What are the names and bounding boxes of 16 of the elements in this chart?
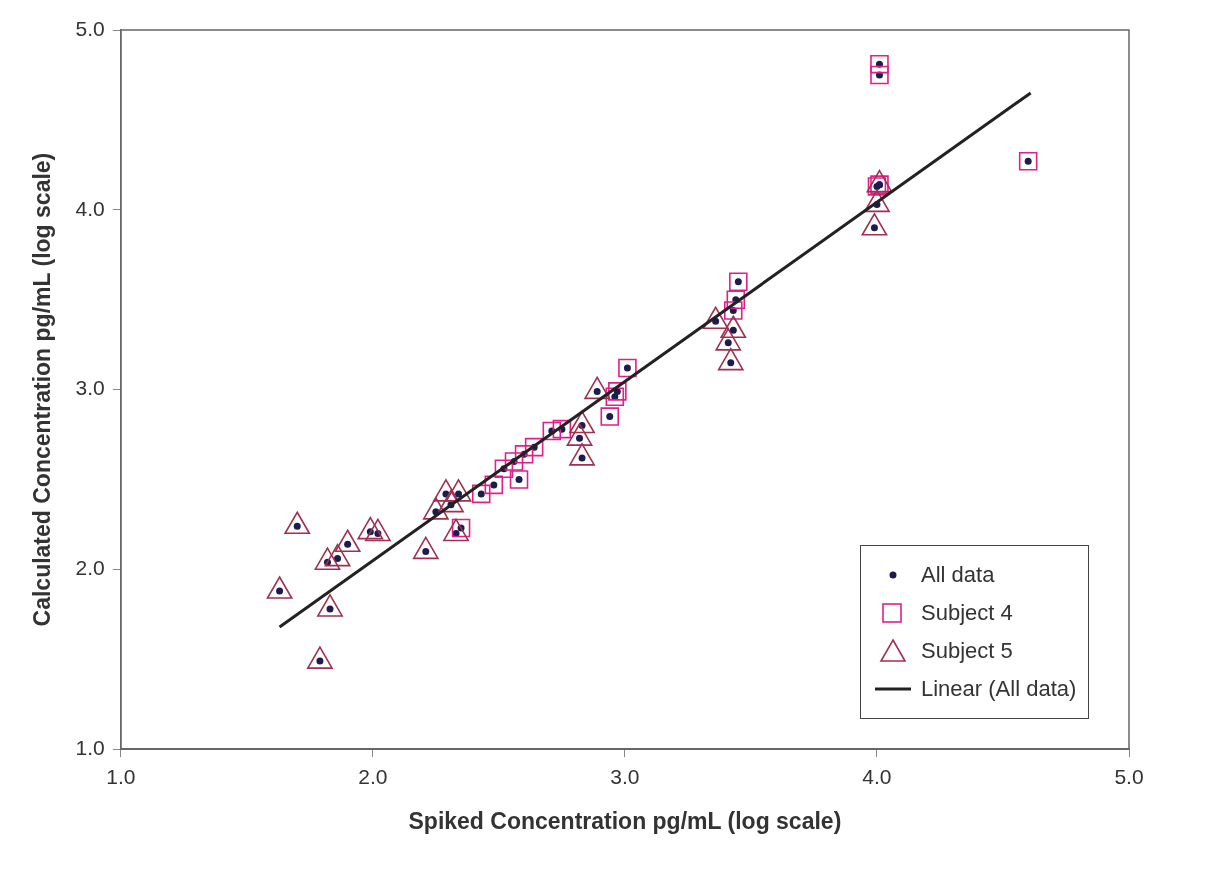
y-tick-label: 4.0 — [75, 196, 105, 220]
x-axis-title: Spiked Concentration pg/mL (log scale) — [408, 807, 842, 834]
x-tick-label: 3.0 — [610, 764, 640, 788]
y-tick-label: 2.0 — [75, 556, 105, 580]
y-axis-title: Calculated Concentration pg/mL (log scale) — [29, 152, 56, 627]
legend-label: Subject 4 — [921, 600, 1013, 627]
legend-label: Linear (All data) — [921, 676, 1077, 703]
y-tick-label: 1.0 — [75, 736, 105, 759]
y-tick-label: 5.0 — [75, 16, 105, 40]
x-tick-label: 4.0 — [862, 764, 892, 788]
legend-label: All data — [921, 562, 995, 589]
x-tick-label: 2.0 — [358, 764, 388, 788]
x-tick-label: 5.0 — [1114, 764, 1144, 788]
y-tick-label: 3.0 — [75, 376, 105, 400]
x-tick-label: 1.0 — [106, 764, 136, 788]
legend-label: Subject 5 — [921, 638, 1013, 665]
